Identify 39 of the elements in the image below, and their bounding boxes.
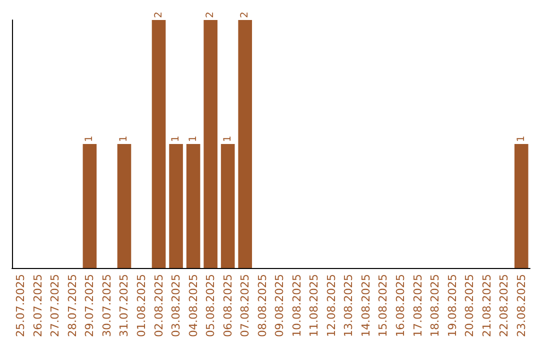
- x-tick-label: 16.08.2025: [394, 274, 407, 338]
- x-tick-label: 06.08.2025: [221, 274, 234, 338]
- x-tick-label: 03.08.2025: [170, 274, 183, 338]
- x-tick-label: 21.08.2025: [480, 274, 494, 338]
- x-tick-label: 12.08.2025: [324, 274, 338, 338]
- x-tick-label: 20.08.2025: [463, 274, 476, 338]
- data-label: 1: [170, 136, 182, 142]
- x-tick-label: 04.08.2025: [186, 274, 200, 338]
- x-tick-label: 05.08.2025: [204, 274, 218, 338]
- x-tick-label: 19.08.2025: [446, 274, 459, 338]
- x-tick-label: 15.08.2025: [376, 274, 390, 338]
- data-label: 2: [240, 12, 251, 18]
- x-tick-label: 07.08.2025: [238, 274, 252, 338]
- x-tick-label: 30.07.2025: [100, 274, 114, 338]
- x-tick-label: 23.08.2025: [514, 274, 528, 338]
- x-tick-label: 01.08.2025: [135, 274, 148, 338]
- x-tick-label: 31.07.2025: [118, 274, 131, 338]
- data-label: 1: [84, 136, 96, 142]
- x-tick-label: 17.08.2025: [411, 274, 424, 338]
- x-tick-label: 14.08.2025: [359, 274, 372, 338]
- x-tick-label: 27.07.2025: [48, 274, 62, 338]
- data-label: 2: [205, 12, 216, 18]
- x-tick-label: 18.08.2025: [428, 274, 442, 338]
- x-tick-label: 10.08.2025: [290, 274, 304, 338]
- x-tick-label: 11.08.2025: [308, 274, 321, 338]
- x-tick-label: 09.08.2025: [273, 274, 286, 338]
- x-tick-label: 29.07.2025: [83, 274, 96, 338]
- x-tick-label: 08.08.2025: [256, 274, 269, 338]
- data-label: 1: [188, 136, 199, 142]
- data-label: 1: [222, 136, 234, 142]
- data-label: 1: [118, 136, 130, 142]
- x-tick-label: 25.07.2025: [14, 274, 28, 338]
- data-label: 2: [153, 12, 164, 18]
- data-label: 1: [516, 136, 527, 142]
- x-tick-label: 22.08.2025: [498, 274, 511, 338]
- x-tick-label: 28.07.2025: [66, 274, 79, 338]
- x-tick-label: 13.08.2025: [342, 274, 356, 338]
- x-tick-label: 02.08.2025: [152, 274, 166, 338]
- x-tick-label: 26.07.2025: [31, 274, 44, 338]
